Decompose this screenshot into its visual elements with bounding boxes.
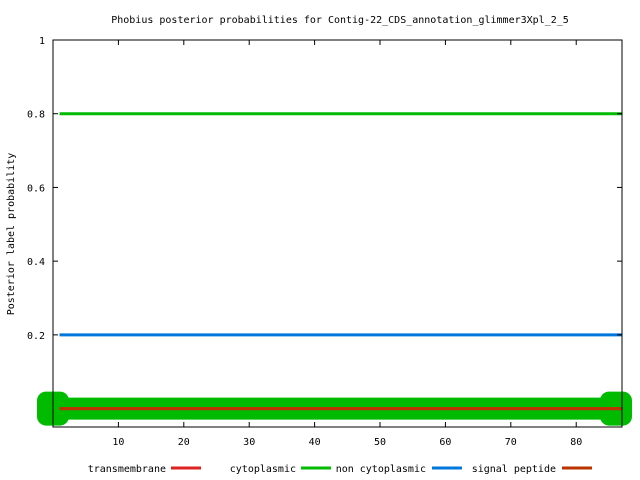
x-tick-label: 40 — [309, 437, 321, 448]
x-tick-label: 80 — [570, 437, 582, 448]
legend: transmembrane cytoplasmic non cytoplasmic s… — [88, 464, 592, 475]
x-tick-label: 50 — [374, 437, 386, 448]
plot-frame — [52, 39, 623, 428]
x-tick-label: 30 — [243, 437, 255, 448]
y-tick-label: 0.6 — [27, 183, 45, 194]
y-tick-label: 1 — [39, 36, 45, 47]
x-tick-label: 10 — [112, 437, 124, 448]
legend-label-transmembrane: transmembrane — [88, 464, 166, 475]
legend-label-signal-peptide: signal peptide — [472, 464, 556, 475]
legend-label-non-cytoplasmic: non cytoplasmic — [336, 464, 426, 475]
chart-title: Phobius posterior probabilities for Cont… — [111, 15, 569, 26]
y-tick-label: 0.8 — [27, 110, 45, 121]
y-axis-label: Posterior label probability — [6, 153, 17, 316]
legend-label-cytoplasmic: cytoplasmic — [230, 464, 296, 475]
x-tick-label: 60 — [439, 437, 451, 448]
series-layer — [59, 112, 622, 411]
y-tick-label: 0.4 — [27, 257, 45, 268]
ticks-layer: 10 20 30 40 50 60 70 80 0.2 0.4 0.6 0.8 1 — [27, 36, 622, 448]
x-tick-label: 20 — [178, 437, 190, 448]
y-tick-label: 0.2 — [27, 331, 45, 342]
x-tick-label: 70 — [505, 437, 517, 448]
